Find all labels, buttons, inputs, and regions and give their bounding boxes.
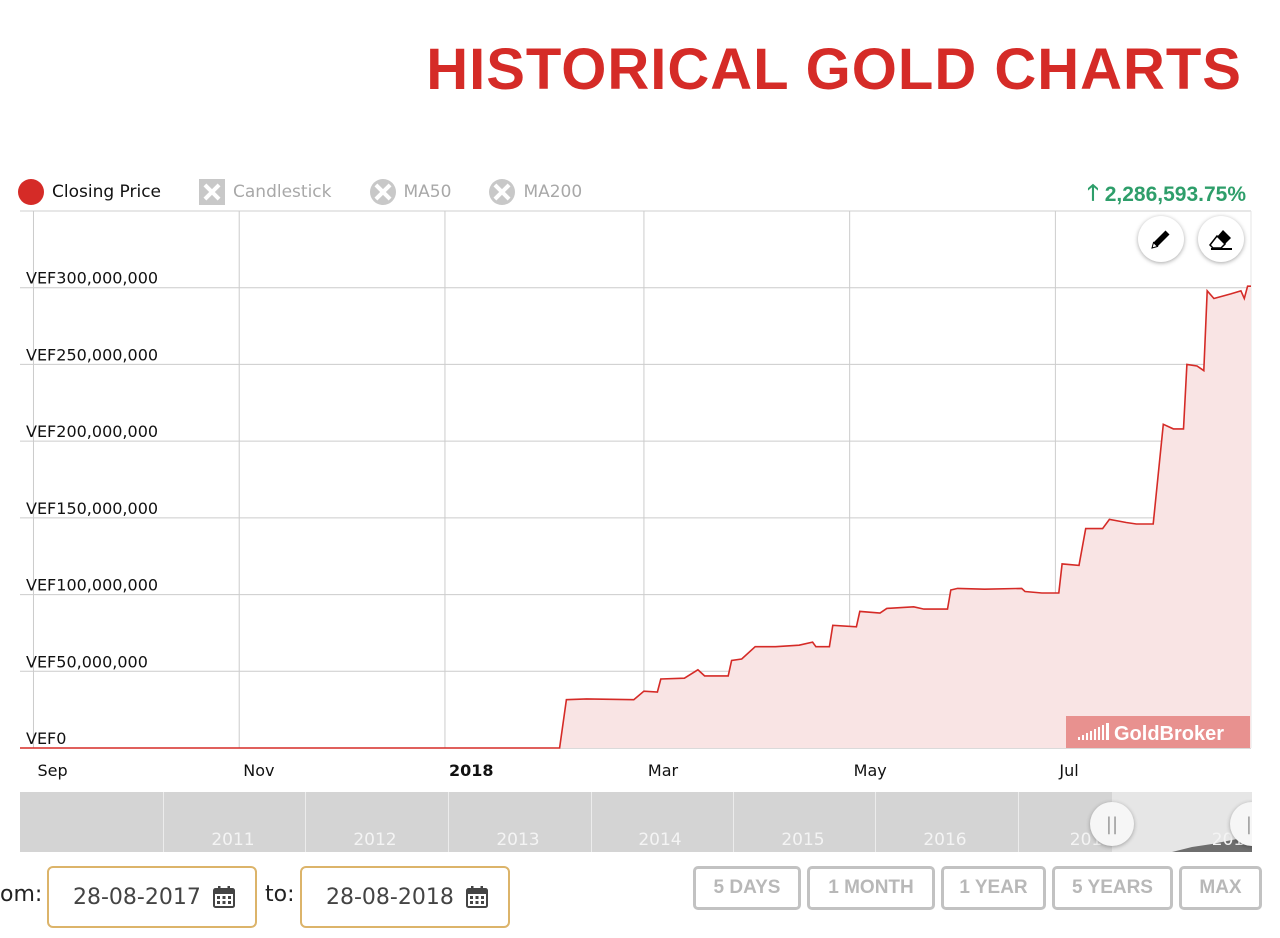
y-tick-label: VEF150,000,000 xyxy=(26,499,158,518)
arrow-up-icon: 🡑 xyxy=(1087,180,1099,205)
red-circle-icon xyxy=(18,179,44,205)
calendar-icon[interactable] xyxy=(213,886,235,908)
from-label: om: xyxy=(0,882,43,907)
legend-ma200[interactable]: MA200 xyxy=(489,179,582,205)
legend-label: Candlestick xyxy=(233,182,332,202)
y-tick-label: VEF300,000,000 xyxy=(26,269,158,288)
navigator-divider xyxy=(163,792,164,852)
y-tick-label: VEF100,000,000 xyxy=(26,576,158,595)
pencil-tool-button[interactable] xyxy=(1138,216,1184,262)
x-axis: Sep Nov 2018 Mar May Jul xyxy=(37,761,1078,780)
y-axis: VEF0 VEF50,000,000 VEF100,000,000 VEF150,00… xyxy=(26,269,158,748)
calendar-icon[interactable] xyxy=(466,886,488,908)
range-navigator[interactable]: 2011 2012 2013 2014 2015 2016 201 201 ||… xyxy=(20,792,1252,852)
performance-value: 2,286,593.75% xyxy=(1104,183,1246,206)
eraser-icon xyxy=(1209,230,1232,250)
x-tick-label: Nov xyxy=(243,761,274,780)
goldbroker-watermark: GoldBroker xyxy=(1066,716,1250,748)
navigator-right-handle[interactable]: || xyxy=(1230,802,1252,846)
x-tick-label: Mar xyxy=(648,761,679,780)
navigator-divider xyxy=(591,792,592,852)
eraser-tool-button[interactable] xyxy=(1198,216,1244,262)
navigator-divider xyxy=(448,792,449,852)
navigator-divider xyxy=(875,792,876,852)
legend-label: MA200 xyxy=(523,182,583,202)
y-tick-label: VEF200,000,000 xyxy=(26,422,158,441)
legend-ma50[interactable]: MA50 xyxy=(369,179,452,205)
range-1-month-button[interactable]: 1 MONTH xyxy=(807,866,935,910)
navigator-year: 2013 xyxy=(496,830,540,850)
to-date-input[interactable]: 28-08-2018 xyxy=(300,866,510,928)
navigator-divider xyxy=(305,792,306,852)
range-1-year-button[interactable]: 1 YEAR xyxy=(941,866,1046,910)
y-tick-label: VEF50,000,000 xyxy=(26,652,148,671)
from-date-value: 28-08-2017 xyxy=(73,884,201,910)
watermark-text: GoldBroker xyxy=(1114,723,1224,745)
x-tick-label: Jul xyxy=(1058,761,1078,780)
navigator-mini-series xyxy=(1172,836,1252,852)
legend-closing-price[interactable]: Closing Price xyxy=(18,179,161,205)
to-label: to: xyxy=(265,882,295,907)
legend-label: MA50 xyxy=(403,182,452,202)
navigator-year: 2011 xyxy=(211,830,255,850)
navigator-year: 2012 xyxy=(353,830,397,850)
gold-price-chart[interactable]: VEF0 VEF50,000,000 VEF100,000,000 VEF150,00… xyxy=(0,0,1280,792)
square-x-icon xyxy=(199,179,226,205)
y-tick-label: VEF250,000,000 xyxy=(26,345,158,364)
range-max-button[interactable]: MAX xyxy=(1179,866,1262,910)
navigator-selected-window[interactable] xyxy=(1112,792,1252,852)
x-tick-label: Sep xyxy=(37,761,67,780)
navigator-divider xyxy=(733,792,734,852)
x-tick-label: 2018 xyxy=(449,761,494,780)
circle-x-icon xyxy=(369,179,396,205)
navigator-left-handle[interactable]: || xyxy=(1090,802,1134,846)
navigator-year: 2015 xyxy=(781,830,825,850)
legend-candlestick[interactable]: Candlestick xyxy=(199,179,332,205)
performance-badge: 🡑 2,286,593.75% xyxy=(1087,176,1246,214)
y-tick-label: VEF0 xyxy=(26,729,66,748)
x-tick-label: May xyxy=(854,761,887,780)
chart-legend: Closing Price Candlestick MA50 MA200 xyxy=(18,178,620,206)
navigator-year: 2016 xyxy=(923,830,967,850)
legend-label: Closing Price xyxy=(52,182,162,202)
to-date-value: 28-08-2018 xyxy=(326,884,454,910)
navigator-divider xyxy=(1018,792,1019,852)
range-5-days-button[interactable]: 5 DAYS xyxy=(693,866,801,910)
page-title: HISTORICAL GOLD CHARTS xyxy=(426,37,1242,102)
closing-price-area xyxy=(20,286,1251,748)
from-date-input[interactable]: 28-08-2017 xyxy=(47,866,257,928)
closing-price-line xyxy=(20,285,1251,749)
navigator-year: 2014 xyxy=(638,830,682,850)
range-5-years-button[interactable]: 5 YEARS xyxy=(1052,866,1173,910)
circle-x-icon xyxy=(489,179,516,205)
pencil-icon xyxy=(1151,230,1170,249)
